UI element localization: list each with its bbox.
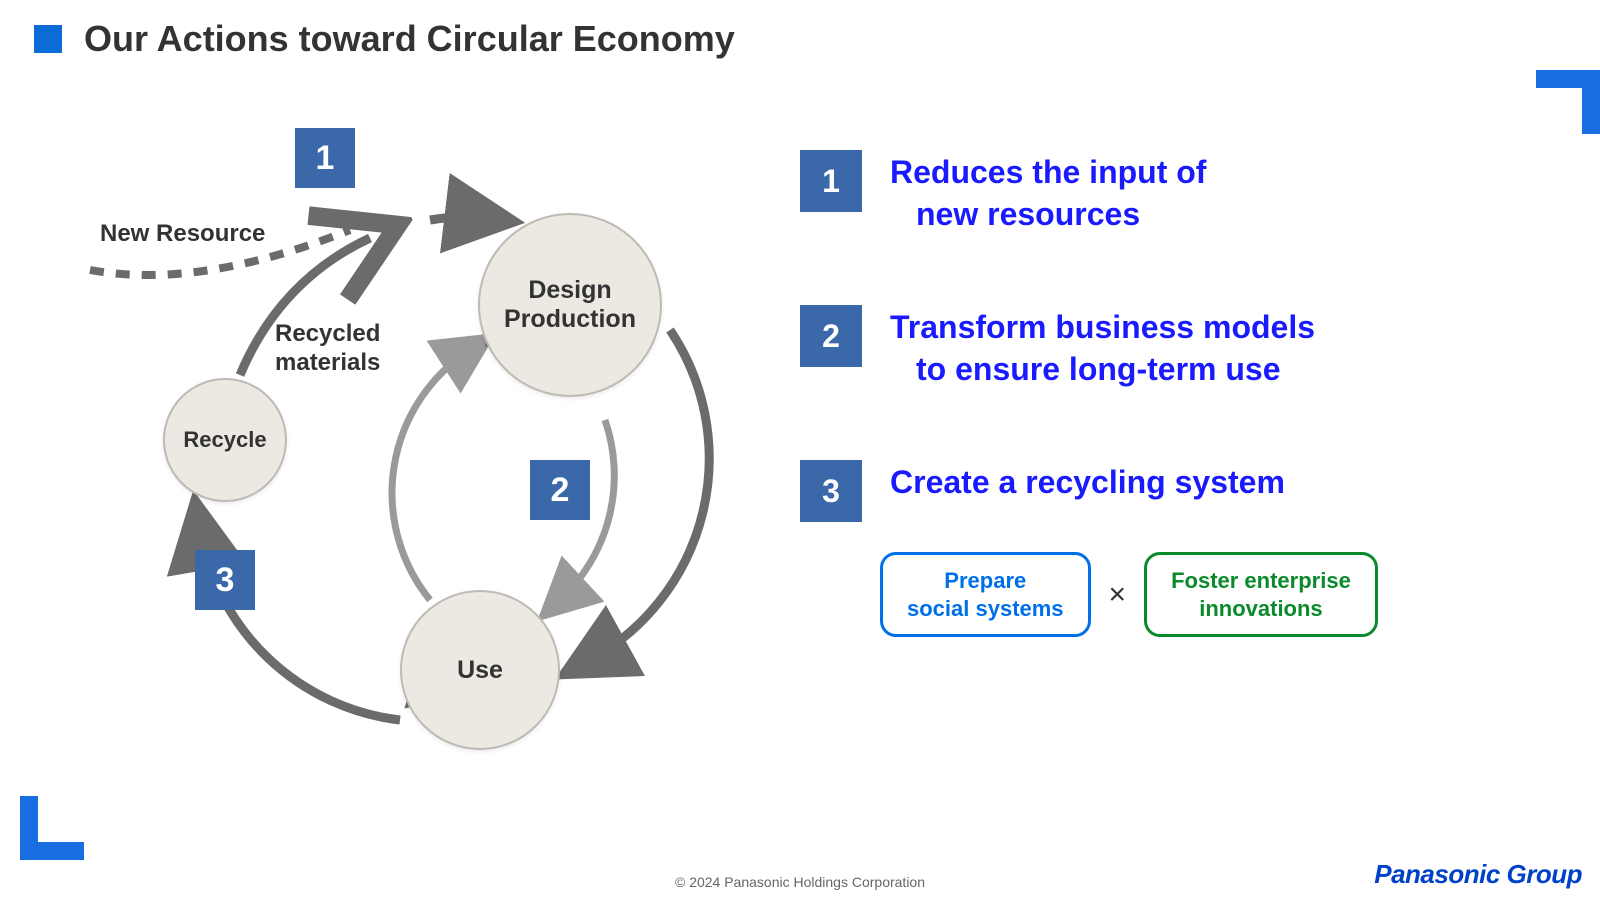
diagram-badge-3: 3: [195, 550, 255, 610]
slide-title: Our Actions toward Circular Economy: [84, 18, 735, 60]
bullet-text-2: Transform business models to ensure long…: [890, 305, 1315, 390]
bullet-text-1: Reduces the input of new resources: [890, 150, 1206, 235]
circular-economy-diagram: Design Production Use Recycle 1 2 3 New …: [30, 100, 770, 800]
bullet-num-3: 3: [800, 460, 862, 522]
text-line: social systems: [907, 595, 1064, 623]
diagram-arrows: [30, 100, 770, 800]
node-label: Production: [504, 305, 636, 334]
text-line: new resources: [890, 194, 1206, 236]
copyright-footer: © 2024 Panasonic Holdings Corporation: [0, 874, 1600, 890]
text-line: Reduces the input of: [890, 152, 1206, 194]
node-label: Design: [504, 276, 636, 305]
text-line: Prepare: [907, 567, 1064, 595]
bullet-row-3: 3 Create a recycling system: [800, 460, 1560, 522]
actions-list: 1 Reduces the input of new resources 2 T…: [800, 150, 1560, 637]
title-accent-square: [34, 25, 62, 53]
text-line: Create a recycling system: [890, 462, 1285, 504]
diagram-badge-2: 2: [530, 460, 590, 520]
node-use: Use: [400, 590, 560, 750]
node-label: Recycle: [183, 427, 266, 453]
box-foster-innovations: Foster enterprise innovations: [1144, 552, 1378, 637]
brand-logo-text: Panasonic Group: [1374, 859, 1582, 890]
node-recycle: Recycle: [163, 378, 287, 502]
label-new-resource: New Resource: [100, 220, 265, 248]
text-line: to ensure long-term use: [890, 349, 1315, 391]
box-prepare-social-systems: Prepare social systems: [880, 552, 1091, 637]
bullet-row-2: 2 Transform business models to ensure lo…: [800, 305, 1560, 390]
corner-top-right-icon: [1528, 70, 1600, 142]
label-line: materials: [275, 349, 380, 378]
text-line: innovations: [1171, 595, 1351, 623]
bullet-num-1: 1: [800, 150, 862, 212]
bullet-text-3: Create a recycling system: [890, 460, 1285, 504]
multiply-icon: ×: [1109, 578, 1127, 612]
slide-title-bar: Our Actions toward Circular Economy: [34, 18, 735, 60]
bullet-num-2: 2: [800, 305, 862, 367]
diagram-badge-1: 1: [295, 128, 355, 188]
node-design-production: Design Production: [478, 213, 662, 397]
label-line: Recycled: [275, 320, 380, 349]
text-line: Foster enterprise: [1171, 567, 1351, 595]
bullet-row-1: 1 Reduces the input of new resources: [800, 150, 1560, 235]
approach-boxes: Prepare social systems × Foster enterpri…: [880, 552, 1560, 637]
text-line: Transform business models: [890, 307, 1315, 349]
node-label: Use: [457, 656, 503, 685]
label-recycled-materials: Recycled materials: [275, 320, 380, 378]
